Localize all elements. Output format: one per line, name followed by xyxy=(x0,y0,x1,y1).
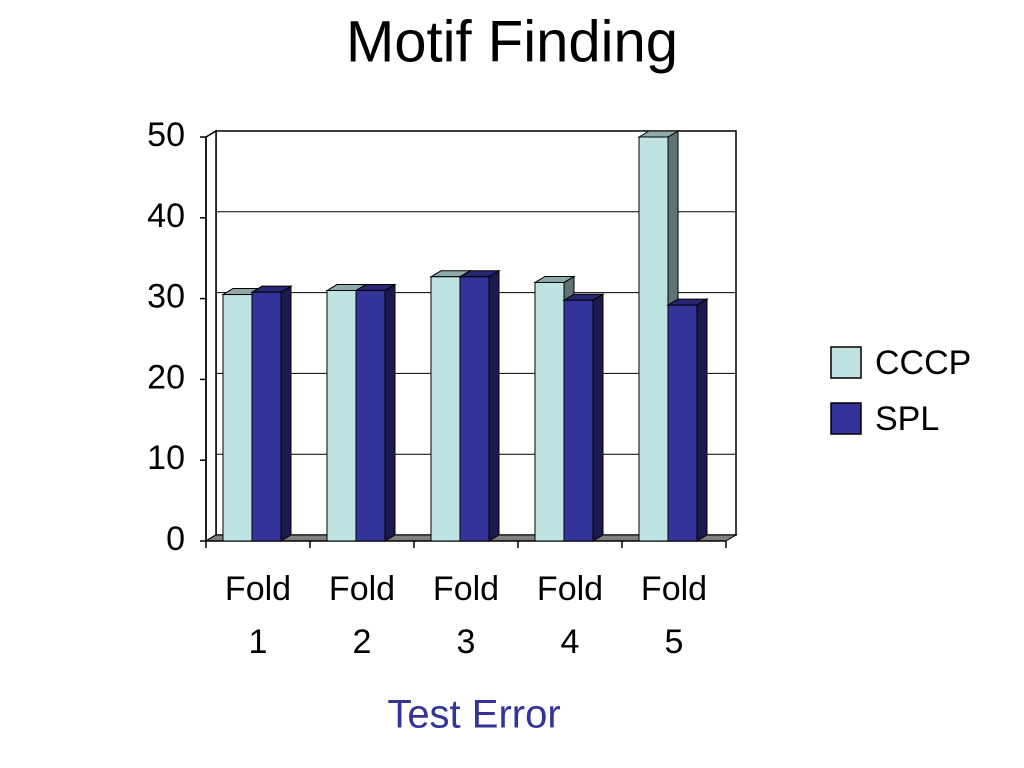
x-axis-title: Test Error xyxy=(387,693,560,737)
x-tick-label: Fold 4 xyxy=(536,570,604,661)
x-tick-label: Fold 1 xyxy=(224,570,292,661)
bar xyxy=(354,283,397,542)
x-tick-label: Fold 3 xyxy=(432,570,500,661)
legend-swatch xyxy=(830,402,862,435)
legend-swatch xyxy=(830,346,862,379)
bar-front xyxy=(534,281,565,542)
bar-front xyxy=(667,304,698,542)
bar-side xyxy=(488,269,500,542)
bar-side xyxy=(384,283,396,542)
x-tick-label: Fold 2 xyxy=(328,570,396,661)
bar-side xyxy=(696,298,708,542)
legend-label: CCCP xyxy=(875,344,971,382)
bar-front xyxy=(355,290,386,542)
bar-front xyxy=(563,299,594,542)
bar-front xyxy=(638,136,669,542)
side-wall xyxy=(205,129,217,543)
bar-side xyxy=(592,293,604,542)
bar-front xyxy=(326,290,357,542)
bar xyxy=(562,293,605,542)
bar-side xyxy=(280,285,292,542)
bar xyxy=(250,285,293,542)
y-tick-label: 30 xyxy=(147,278,185,316)
y-tick-label: 40 xyxy=(147,197,185,235)
bar-front xyxy=(222,294,253,542)
y-tick-label: 20 xyxy=(147,358,185,396)
legend-label: SPL xyxy=(875,400,939,438)
chart-title: Motif Finding xyxy=(346,9,678,74)
x-tick-label: Fold 5 xyxy=(640,570,708,661)
y-tick-label: 0 xyxy=(166,520,185,558)
bar-front xyxy=(251,291,282,542)
y-tick-label: 50 xyxy=(147,116,185,154)
bar-front xyxy=(459,276,490,542)
bar xyxy=(666,298,709,542)
y-tick-label: 10 xyxy=(147,439,185,477)
bar-front xyxy=(430,276,461,542)
bar xyxy=(458,269,501,542)
